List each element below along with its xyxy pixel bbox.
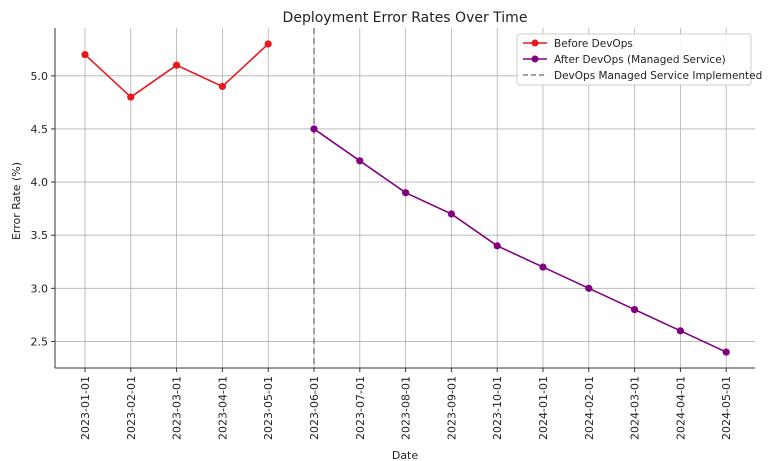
x-tick-label: 2023-10-01 — [491, 376, 504, 440]
series-2-point — [631, 305, 639, 314]
y-tick-label: 5.0 — [31, 70, 49, 83]
axes — [54, 28, 755, 369]
series-2-point — [585, 284, 593, 292]
series-2-point — [676, 327, 685, 335]
series-2-point — [539, 263, 547, 271]
y-axis-ticks: 2.5 3.0 3.5 4.0 4.5 5.0 — [31, 70, 55, 348]
x-tick-label: 2023-05-01 — [262, 376, 275, 440]
series-1-point — [81, 50, 89, 59]
x-tick-label: 2023-01-01 — [79, 376, 92, 440]
grid-lines — [55, 28, 755, 368]
y-tick-label: 4.5 — [31, 123, 49, 136]
legend-label: Before DevOps — [554, 38, 633, 50]
legend-label: After DevOps (Managed Service) — [554, 54, 726, 66]
x-tick-label: 2023-08-01 — [400, 376, 413, 440]
chart-title: Deployment Error Rates Over Time — [283, 10, 528, 26]
y-axis-label: Error Rate (%) — [10, 162, 23, 240]
y-tick-label: 2.5 — [31, 335, 49, 348]
series-2-point — [356, 157, 364, 165]
x-tick-label: 2023-02-01 — [125, 376, 138, 440]
series-2-point — [447, 210, 455, 218]
x-tick-label: 2023-06-01 — [308, 376, 321, 440]
series-1-point — [218, 82, 226, 91]
x-tick-label: 2024-05-01 — [720, 376, 733, 440]
series-2-line — [313, 128, 727, 353]
series-1-point — [264, 40, 272, 48]
y-tick-label: 3.0 — [31, 282, 49, 295]
x-tick-label: 2023-07-01 — [354, 376, 367, 440]
series-2-point — [310, 125, 318, 133]
x-tick-label: 2023-09-01 — [445, 376, 458, 440]
series-2-point — [493, 242, 501, 250]
legend-box — [516, 33, 752, 86]
legend-swatch-marker — [531, 55, 539, 63]
series-1-point — [127, 93, 135, 101]
legend-label: DevOps Managed Service Implemented — [554, 70, 762, 82]
y-tick-label: 3.5 — [31, 229, 49, 242]
x-axis-label: Date — [392, 449, 419, 461]
x-tick-label: 2024-03-01 — [629, 376, 642, 440]
series-2-point — [402, 189, 410, 197]
series-layer — [81, 40, 730, 356]
x-tick-label: 2024-04-01 — [674, 376, 687, 440]
legend: Before DevOps After DevOps (Managed Servi… — [516, 33, 762, 86]
x-tick-label: 2024-01-01 — [537, 376, 550, 440]
x-tick-label: 2023-03-01 — [171, 376, 184, 440]
series-1-point — [173, 61, 181, 69]
legend-swatch-marker — [531, 39, 539, 47]
x-axis-ticks: 2023-01-01 2023-02-01 2023-03-01 2023-04-01… — [79, 368, 733, 440]
y-tick-label: 4.0 — [31, 176, 49, 189]
x-tick-label: 2024-02-01 — [583, 376, 596, 440]
series-2-point — [722, 348, 730, 356]
x-tick-label: 2023-04-01 — [216, 376, 229, 440]
